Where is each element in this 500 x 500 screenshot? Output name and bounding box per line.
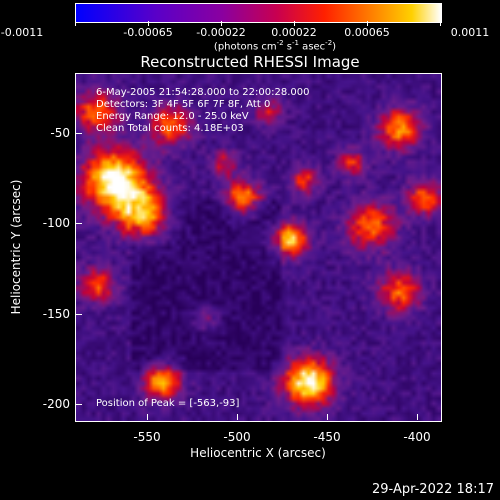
colorbar-tick (367, 21, 368, 26)
y-tick-label: -100 (42, 216, 70, 230)
colorbar-tick-label: -0.0011 (0, 26, 44, 39)
x-tick (147, 414, 148, 420)
x-tick-label: -450 (313, 430, 341, 444)
rhessi-image: 6-May-2005 21:54:28.000 to 22:00:28.000 … (75, 73, 442, 422)
y-tick (76, 314, 82, 315)
x-tick-label: -550 (133, 430, 161, 444)
colorbar-tick-label: 0.00022 (271, 26, 317, 39)
y-tick (76, 404, 82, 405)
y-tick-label: -150 (42, 307, 70, 321)
colorbar-tick (148, 21, 149, 26)
x-tick (237, 414, 238, 420)
image-title: Reconstructed RHESSI Image (140, 53, 360, 71)
x-tick (327, 414, 328, 420)
plot-timestamp: 29-Apr-2022 18:17 (372, 482, 494, 497)
colorbar-tick-label: -0.00022 (196, 26, 246, 39)
x-tick-label: -500 (223, 430, 251, 444)
y-axis-label: Heliocentric Y (arcsec) (9, 179, 23, 315)
detectors-info: Detectors: 3F 4F 5F 6F 7F 8F, Att 0 (96, 99, 271, 110)
colorbar-tick (440, 21, 441, 26)
energy-range: Energy Range: 12.0 - 25.0 keV (96, 111, 249, 122)
colorbar (75, 3, 442, 23)
clean-info: Clean Total counts: 4.18E+03 (96, 123, 244, 134)
x-tick (417, 414, 418, 420)
colorbar-tick (75, 21, 76, 26)
peak-position: Position of Peak = [-563,-93] (96, 398, 240, 409)
image-pixels (76, 74, 441, 421)
y-tick-label: -200 (42, 397, 70, 411)
colorbar-tick-label: 0.00065 (344, 26, 390, 39)
y-tick (76, 223, 82, 224)
colorbar-tick (221, 21, 222, 26)
x-tick-label: -400 (403, 430, 431, 444)
y-tick (76, 133, 82, 134)
time-range: 6-May-2005 21:54:28.000 to 22:00:28.000 (96, 87, 310, 98)
colorbar-tick-label: -0.00065 (123, 26, 173, 39)
colorbar-unit: (photons cm-2 s-1 asec-2) (213, 39, 337, 53)
colorbar-tick-label: 0.0011 (450, 26, 490, 39)
x-axis-label: Heliocentric X (arcsec) (190, 446, 326, 460)
colorbar-tick (294, 21, 295, 26)
y-tick-label: -50 (50, 126, 70, 140)
